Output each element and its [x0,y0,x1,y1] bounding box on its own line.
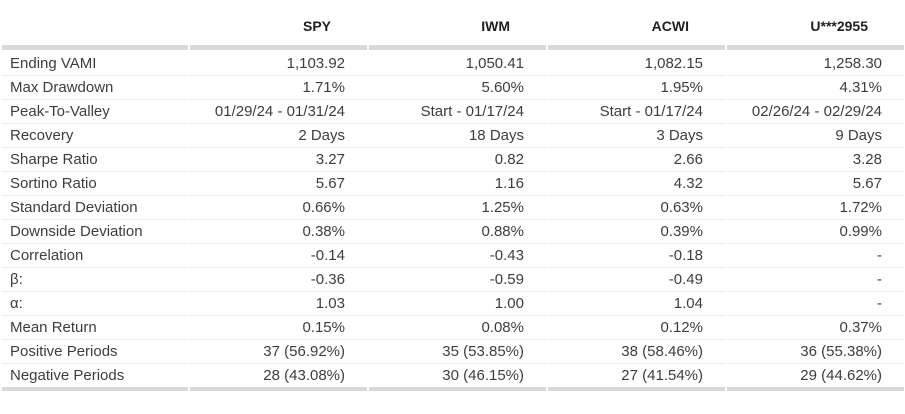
metric-value: 0.12% [548,316,725,340]
metric-value: 18 Days [369,124,546,148]
metric-value: 1.04 [548,292,725,316]
metric-value: 0.08% [369,316,546,340]
metric-label: α: [2,292,188,316]
table-row: Recovery 2 Days 18 Days 3 Days 9 Days [2,124,904,148]
column-header-account: U***2955 [727,8,904,50]
metric-value: 1,103.92 [190,50,367,76]
metric-label: Peak-To-Valley [2,100,188,124]
column-header-acwi: ACWI [548,8,725,50]
metric-value: 0.39% [548,220,725,244]
metric-value: 0.38% [190,220,367,244]
performance-stats-table: SPY IWM ACWI U***2955 Ending VAMI 1,103.9… [0,8,905,391]
metric-value: 1.03 [190,292,367,316]
metric-value: 9 Days [727,124,904,148]
metric-value: 0.99% [727,220,904,244]
metric-value: 4.31% [727,76,904,100]
table-row: Sortino Ratio 5.67 1.16 4.32 5.67 [2,172,904,196]
table-row: Negative Periods 28 (43.08%) 30 (46.15%) 27… [2,364,904,391]
table-row: Standard Deviation 0.66% 1.25% 0.63% 1.72% [2,196,904,220]
metric-value: 02/26/24 - 02/29/24 [727,100,904,124]
metric-value: 1.71% [190,76,367,100]
metric-value: - [727,292,904,316]
metric-value: -0.14 [190,244,367,268]
table-row: Mean Return 0.15% 0.08% 0.12% 0.37% [2,316,904,340]
metric-label: Recovery [2,124,188,148]
metric-value: 1.72% [727,196,904,220]
metric-value: 36 (55.38%) [727,340,904,364]
table-row: α: 1.03 1.00 1.04- [2,292,904,316]
metric-label: Sortino Ratio [2,172,188,196]
metric-value: 1,082.15 [548,50,725,76]
metric-value: -0.43 [369,244,546,268]
metric-value: -0.49 [548,268,725,292]
metric-label: Standard Deviation [2,196,188,220]
metric-value: 2 Days [190,124,367,148]
metric-value: -0.18 [548,244,725,268]
metric-value: 2.66 [548,148,725,172]
metric-value: Start - 01/17/24 [548,100,725,124]
column-header-metric [2,8,188,50]
metric-value: 1.25% [369,196,546,220]
metric-value: - [727,244,904,268]
metric-value: 5.60% [369,76,546,100]
metric-value: -0.36 [190,268,367,292]
metric-value: 30 (46.15%) [369,364,546,391]
metric-label: Positive Periods [2,340,188,364]
table-row: Peak-To-Valley 01/29/24 - 01/31/24 Start -… [2,100,904,124]
table-row: Sharpe Ratio 3.27 0.82 2.66 3.28 [2,148,904,172]
table-row: Positive Periods 37 (56.92%) 35 (53.85%) 38… [2,340,904,364]
metric-label: β: [2,268,188,292]
table-row: Downside Deviation 0.38% 0.88% 0.39% 0.99% [2,220,904,244]
metric-value: -0.59 [369,268,546,292]
column-header-iwm: IWM [369,8,546,50]
metric-value: 1,258.30 [727,50,904,76]
metric-label: Ending VAMI [2,50,188,76]
metric-label: Max Drawdown [2,76,188,100]
metric-value: 1,050.41 [369,50,546,76]
metric-value: 37 (56.92%) [190,340,367,364]
header-row: SPY IWM ACWI U***2955 [2,8,904,50]
table-row: Ending VAMI 1,103.92 1,050.41 1,082.15 1,258… [2,50,904,76]
column-header-spy: SPY [190,8,367,50]
metric-value: 5.67 [727,172,904,196]
metric-value: 0.37% [727,316,904,340]
metric-value: 3.27 [190,148,367,172]
stats-table-body: Ending VAMI 1,103.92 1,050.41 1,082.15 1,258… [2,50,904,391]
metric-label: Downside Deviation [2,220,188,244]
metric-value: 01/29/24 - 01/31/24 [190,100,367,124]
metric-value: Start - 01/17/24 [369,100,546,124]
metric-value: 0.66% [190,196,367,220]
metric-value: 3 Days [548,124,725,148]
table-row: Max Drawdown 1.71% 5.60% 1.95% 4.31% [2,76,904,100]
metric-value: 0.63% [548,196,725,220]
metric-value: 29 (44.62%) [727,364,904,391]
metric-value: 1.00 [369,292,546,316]
metric-value: 3.28 [727,148,904,172]
metric-label: Mean Return [2,316,188,340]
metric-value: 1.95% [548,76,725,100]
metric-value: - [727,268,904,292]
metric-value: 0.88% [369,220,546,244]
metric-value: 38 (58.46%) [548,340,725,364]
stats-table-header: SPY IWM ACWI U***2955 [2,8,904,50]
stats-table-container: SPY IWM ACWI U***2955 Ending VAMI 1,103.9… [0,8,905,391]
metric-value: 0.82 [369,148,546,172]
table-row: Correlation -0.14 -0.43 -0.18- [2,244,904,268]
metric-value: 0.15% [190,316,367,340]
metric-value: 28 (43.08%) [190,364,367,391]
table-row: β: -0.36 -0.59 -0.49- [2,268,904,292]
metric-value: 1.16 [369,172,546,196]
metric-label: Negative Periods [2,364,188,391]
metric-label: Correlation [2,244,188,268]
metric-value: 27 (41.54%) [548,364,725,391]
metric-value: 35 (53.85%) [369,340,546,364]
metric-value: 5.67 [190,172,367,196]
metric-value: 4.32 [548,172,725,196]
metric-label: Sharpe Ratio [2,148,188,172]
